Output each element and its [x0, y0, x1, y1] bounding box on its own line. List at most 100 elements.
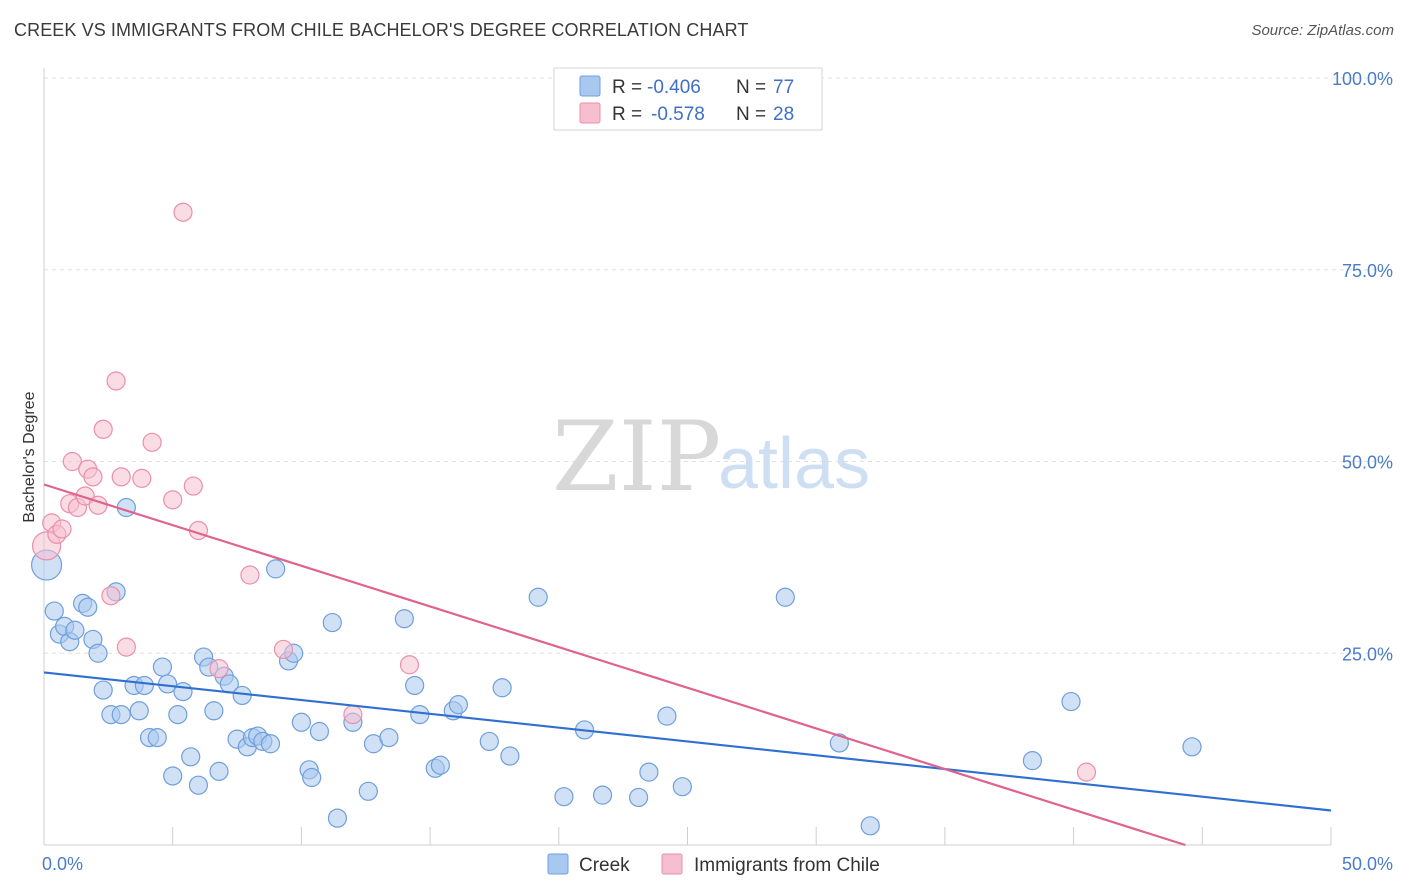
creek-bottom-swatch — [547, 853, 569, 875]
creek-point — [1061, 691, 1081, 712]
chile-point — [116, 637, 136, 657]
creek-point — [181, 747, 201, 767]
creek-point — [775, 587, 795, 607]
chile-point — [62, 451, 82, 472]
chile-point — [83, 467, 103, 487]
chart-title: CREEK VS IMMIGRANTS FROM CHILE BACHELOR'… — [14, 20, 749, 40]
chile-point — [52, 519, 72, 539]
y-tick-label: 50.0% — [1342, 453, 1393, 473]
creek-point — [134, 675, 154, 696]
creek-point — [327, 808, 348, 828]
creek-point — [410, 705, 430, 725]
creek-trendline — [43, 671, 1332, 812]
creek-point — [379, 728, 399, 748]
source-credit: Source: ZipAtlas.com — [1251, 22, 1394, 39]
creek-point — [430, 755, 450, 775]
chile-point — [183, 476, 203, 496]
creek-point — [448, 695, 469, 715]
top-legend: R = -0.406 N = 77 R = -0.578 N = 28 — [553, 67, 823, 131]
chile-point — [273, 639, 293, 660]
y-tick-label: 75.0% — [1342, 261, 1393, 281]
chile-point — [142, 432, 162, 452]
creek-n-label: N = — [736, 77, 766, 98]
chile-n-value: 28 — [773, 104, 794, 125]
chile-point — [132, 468, 152, 488]
creek-point — [554, 787, 574, 807]
creek-point — [492, 678, 512, 698]
creek-point — [260, 734, 281, 754]
chile-point — [163, 490, 183, 510]
watermark-atlas: atlas — [718, 424, 870, 504]
creek-point — [129, 701, 149, 721]
y-tick-label: 100.0% — [1332, 69, 1393, 89]
chile-bottom-swatch — [661, 853, 683, 875]
creek-point — [405, 675, 425, 696]
creek-point — [639, 762, 659, 782]
tick-labels: 100.0% 75.0% 50.0% 25.0% 0.0% 50.0% — [42, 69, 1393, 874]
x-tick-label-start: 0.0% — [42, 854, 83, 874]
watermark-zip: ZIP — [552, 401, 721, 513]
creek-point — [592, 785, 613, 805]
chile-point — [106, 371, 126, 391]
creek-point — [500, 746, 520, 766]
y-tick-label: 25.0% — [1342, 644, 1393, 664]
creek-point — [291, 712, 311, 732]
creek-point — [111, 705, 131, 725]
creek-point — [302, 767, 322, 788]
creek-r-value: -0.406 — [647, 77, 701, 98]
x-tick-label-end: 50.0% — [1342, 854, 1393, 874]
chile-r-value: -0.578 — [651, 104, 705, 125]
bottom-legend: Creek Immigrants from Chile — [547, 853, 880, 876]
chile-point — [75, 486, 95, 506]
y-axis-label: Bachelor's Degree — [21, 391, 38, 522]
creek-point — [173, 681, 193, 702]
creek-point — [163, 766, 183, 786]
creek-point — [657, 706, 677, 726]
creek-point — [88, 643, 108, 663]
creek-r-label: R = — [612, 77, 642, 98]
creek-point — [1022, 751, 1043, 771]
chile-point — [1076, 762, 1097, 782]
chile-point — [209, 658, 229, 679]
creek-point — [44, 601, 64, 621]
creek-point — [628, 787, 649, 808]
creek-legend-swatch — [579, 75, 601, 97]
creek-point — [860, 816, 880, 836]
chile-point — [111, 467, 131, 487]
creek-n-value: 77 — [773, 77, 794, 98]
creek-point — [394, 609, 414, 629]
creek-point — [209, 761, 229, 781]
creek-point — [188, 775, 209, 795]
creek-points — [30, 497, 1202, 836]
creek-series-name: Creek — [579, 855, 630, 876]
creek-point — [168, 705, 188, 725]
chile-legend-swatch — [579, 102, 601, 124]
chile-point — [173, 202, 193, 222]
chile-point — [93, 419, 113, 439]
chile-point — [399, 655, 420, 675]
chile-points — [31, 202, 1097, 782]
chile-n-label: N = — [736, 104, 766, 125]
creek-point — [309, 721, 330, 742]
creek-point — [93, 680, 113, 700]
chile-series-name: Immigrants from Chile — [694, 855, 880, 876]
axes — [43, 68, 1332, 846]
creek-point — [266, 559, 286, 579]
creek-point — [322, 612, 342, 633]
creek-point — [672, 777, 692, 797]
chile-point — [240, 565, 260, 585]
creek-point — [204, 701, 224, 721]
creek-point — [528, 587, 548, 607]
trendlines — [43, 483, 1332, 847]
creek-point — [78, 597, 98, 617]
chile-trendline — [43, 483, 1186, 847]
creek-point — [147, 728, 167, 748]
creek-point — [1182, 737, 1202, 757]
creek-point — [829, 733, 849, 753]
creek-point — [479, 731, 499, 752]
chile-point — [343, 705, 363, 725]
chile-r-label: R = — [612, 104, 642, 125]
chile-point — [101, 586, 121, 606]
creek-point — [65, 620, 85, 640]
